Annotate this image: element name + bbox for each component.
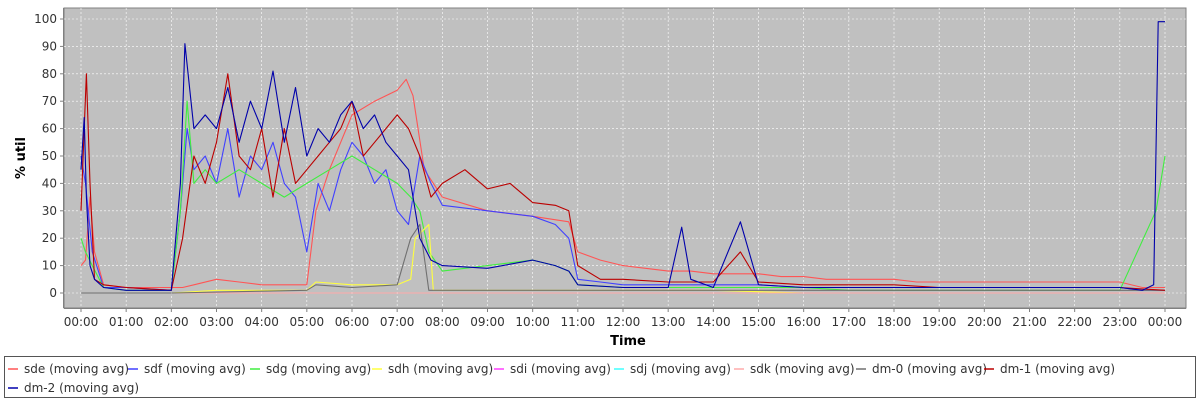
series-line-dm-1: [80, 73, 1166, 291]
legend-entry-label: sde (moving avg): [24, 362, 129, 376]
x-tick-label: 15:00: [741, 315, 776, 329]
y-tick-label: 100: [34, 12, 57, 26]
legend: sde (moving avg) sdf (moving avg) sdg (mov…: [4, 356, 1196, 398]
x-tick-label: 23:00: [1103, 315, 1138, 329]
series-group: [80, 21, 1166, 294]
x-tick-label: 22:00: [1057, 315, 1092, 329]
plot-area: [63, 7, 1187, 309]
legend-entry-label: dm-2 (moving avg): [24, 381, 139, 395]
x-tick-label: 06:00: [335, 315, 370, 329]
series-line-dm-0: [81, 223, 1165, 294]
y-tick-label: 50: [42, 149, 57, 163]
legend-entry-label: sdf (moving avg): [144, 362, 246, 376]
x-axis-label: Time: [610, 334, 646, 349]
legend-entry-label: sdh (moving avg): [388, 362, 493, 376]
y-tick-label: 30: [42, 204, 57, 218]
y-tick-label: 70: [42, 94, 57, 108]
x-tick-label: 04:00: [244, 315, 279, 329]
legend-entry-label: sdi (moving avg): [510, 362, 611, 376]
legend-entry-label: dm-0 (moving avg): [872, 362, 987, 376]
series-line-sde: [80, 78, 1165, 289]
y-tick-label: 20: [42, 231, 57, 245]
x-tick-label: 00:00: [64, 315, 99, 329]
x-tick-label: 17:00: [832, 315, 867, 329]
x-tick-label: 16:00: [786, 315, 821, 329]
x-tick-label: 09:00: [470, 315, 505, 329]
x-tick-label: 10:00: [515, 315, 550, 329]
legend-entry-label: sdk (moving avg): [750, 362, 855, 376]
legend-entry-label: sdg (moving avg): [266, 362, 371, 376]
y-tick-label: 90: [42, 39, 57, 53]
x-tick-label: 14:00: [696, 315, 731, 329]
y-tick-label: 60: [42, 122, 57, 136]
y-tick-label: 40: [42, 176, 57, 190]
x-tick-label: 08:00: [425, 315, 460, 329]
legend-box: [4, 356, 1196, 398]
y-tick-label: 80: [42, 67, 57, 81]
x-tick-label: 07:00: [380, 315, 415, 329]
x-tick-label: 01:00: [109, 315, 144, 329]
x-tick-label: 11:00: [561, 315, 596, 329]
axes: 0 10 20 30 40 50 60 70 80 90 100 00:00 01:00 02:00 03:…: [34, 8, 1186, 329]
plot-background: [63, 7, 1187, 309]
y-tick-label: 10: [42, 259, 57, 273]
x-tick-label: 12:00: [606, 315, 641, 329]
x-tick-label: 02:00: [154, 315, 189, 329]
y-tick-label: 0: [49, 286, 57, 300]
x-tick-label: 20:00: [967, 315, 1002, 329]
x-tick-label: 18:00: [877, 315, 912, 329]
x-tick-label: 13:00: [651, 315, 686, 329]
series-line-dm-2: [80, 21, 1165, 291]
x-tick-label: 21:00: [1012, 315, 1047, 329]
legend-entry-label: dm-1 (moving avg): [1000, 362, 1115, 376]
x-tick-label: 03:00: [199, 315, 234, 329]
y-axis-label: % util: [14, 137, 29, 179]
x-tick-label: 05:00: [290, 315, 325, 329]
x-tick-label: 19:00: [922, 315, 957, 329]
x-tick-label: 00:00: [1148, 315, 1183, 329]
legend-entry-label: sdj (moving avg): [630, 362, 731, 376]
